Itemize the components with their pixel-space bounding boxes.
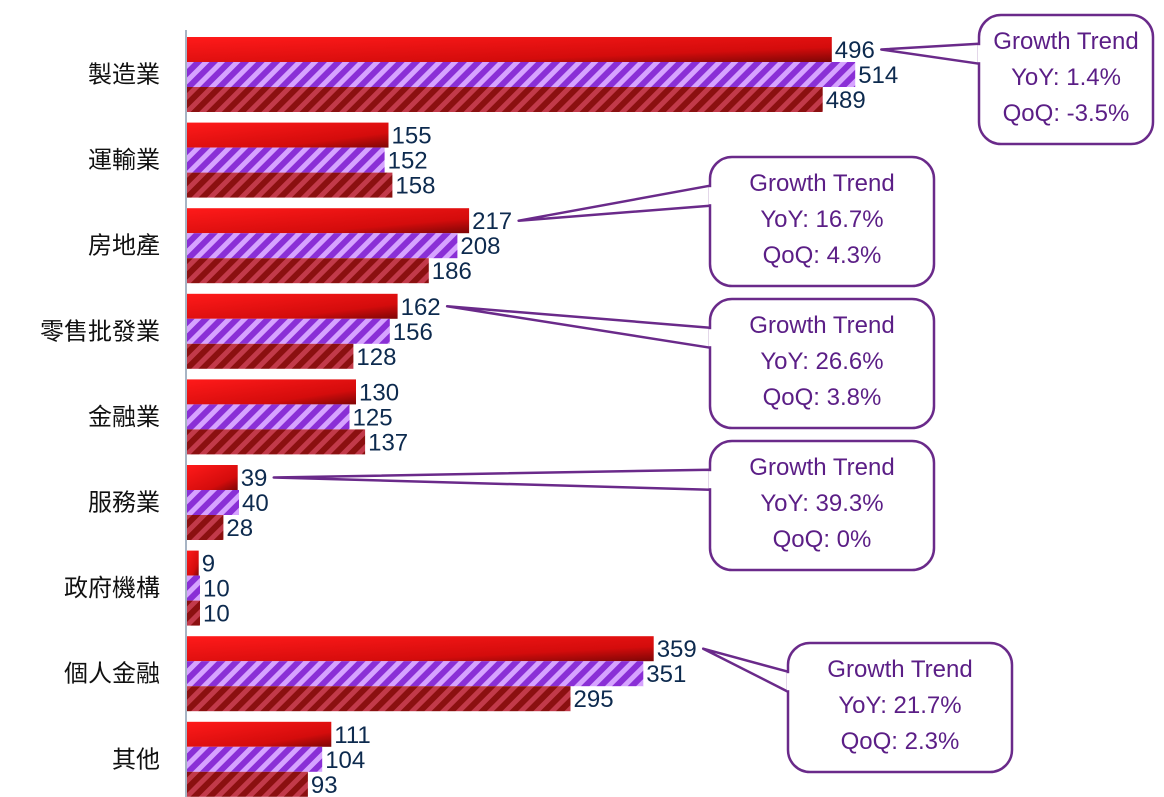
bar-services-series-2 — [187, 490, 239, 515]
callout-qoq-3: QoQ: 3.8% — [763, 384, 882, 411]
value-label-finance-series-3: 137 — [368, 429, 408, 456]
callout-qoq-5: QoQ: 2.3% — [841, 728, 960, 755]
value-label-real-estate-series-1: 217 — [472, 208, 512, 235]
value-label-finance-series-2: 125 — [353, 404, 393, 431]
callouts-layer: Growth Trend YoY: 1.4% QoQ: -3.5% Growth Tr… — [272, 13, 1155, 774]
category-label-government: 政府機構 — [64, 574, 160, 602]
bar-real-estate-series-1 — [187, 208, 470, 234]
value-label-government-series-1: 9 — [202, 551, 215, 578]
category-label-personal-finance: 個人金融 — [64, 660, 160, 688]
bar-personal-finance-series-2 — [187, 661, 644, 687]
bar-services-series-3 — [187, 515, 224, 540]
callout-pointer-2 — [517, 184, 712, 222]
category-label-manufacturing: 製造業 — [88, 61, 160, 89]
bar-other-series-3 — [187, 771, 308, 797]
category-label-services: 服務業 — [88, 489, 160, 517]
bar-transport-series-2 — [187, 147, 385, 173]
bar-retail-wholesale-series-1 — [187, 293, 398, 319]
callout-box-2 — [708, 155, 936, 288]
callout-seam-4 — [708, 471, 713, 489]
value-label-other-series-1: 111 — [334, 722, 370, 749]
callout-seam-3 — [708, 329, 713, 347]
bar-finance-series-2 — [187, 404, 350, 430]
callout-yoy-1: YoY: 1.4% — [1011, 64, 1121, 91]
value-label-personal-finance-series-1: 359 — [657, 636, 697, 663]
bar-manufacturing-series-1 — [187, 37, 832, 62]
value-label-services-series-3: 28 — [226, 515, 253, 542]
callout-yoy-5: YoY: 21.7% — [838, 692, 961, 719]
bar-manufacturing-series-3 — [187, 87, 823, 112]
value-label-retail-wholesale-series-3: 128 — [356, 344, 396, 371]
value-label-retail-wholesale-series-1: 162 — [401, 294, 441, 321]
callout-qoq-1: QoQ: -3.5% — [1003, 100, 1130, 127]
value-label-transport-series-3: 158 — [395, 173, 435, 200]
value-label-manufacturing-series-2: 514 — [858, 62, 898, 89]
callout-pointer-3 — [445, 305, 712, 349]
callout-title-3: Growth Trend — [749, 312, 894, 339]
callout-title-2: Growth Trend — [749, 170, 894, 197]
bar-real-estate-series-3 — [187, 258, 429, 284]
callout-qoq-2: QoQ: 4.3% — [763, 242, 882, 269]
bar-transport-series-1 — [187, 122, 389, 148]
value-label-manufacturing-series-3: 489 — [826, 87, 866, 114]
bar-finance-series-1 — [187, 379, 356, 405]
value-label-transport-series-1: 155 — [392, 123, 432, 150]
bar-retail-wholesale-series-3 — [187, 343, 354, 369]
category-label-retail-wholesale: 零售批發業 — [40, 317, 160, 345]
callout-box-5 — [786, 641, 1014, 774]
callout-yoy-4: YoY: 39.3% — [760, 490, 883, 517]
value-label-retail-wholesale-series-2: 156 — [393, 319, 433, 346]
callout-title-4: Growth Trend — [749, 454, 894, 481]
bar-real-estate-series-2 — [187, 233, 458, 259]
value-label-real-estate-series-3: 186 — [432, 258, 472, 285]
callout-title-5: Growth Trend — [827, 656, 972, 683]
value-label-services-series-1: 39 — [241, 465, 268, 492]
callout-pointer-1 — [880, 42, 981, 65]
callout-pointer-4 — [272, 468, 712, 491]
callout-box-3 — [708, 297, 936, 430]
bar-finance-series-3 — [187, 429, 366, 455]
bar-government-series-2 — [187, 575, 200, 601]
value-label-government-series-2: 10 — [203, 576, 230, 603]
category-label-other: 其他 — [112, 745, 160, 773]
value-label-services-series-2: 40 — [242, 490, 269, 517]
bar-other-series-2 — [187, 746, 323, 772]
callout-box-4 — [708, 439, 936, 572]
value-label-personal-finance-series-3: 295 — [574, 686, 614, 713]
callout-yoy-2: YoY: 16.7% — [760, 206, 883, 233]
category-label-transport: 運輸業 — [88, 146, 160, 174]
bar-manufacturing-series-2 — [187, 62, 856, 87]
bar-transport-series-3 — [187, 172, 393, 198]
bar-government-series-3 — [187, 600, 200, 626]
bar-personal-finance-series-1 — [187, 636, 654, 662]
bar-personal-finance-series-3 — [187, 686, 571, 712]
callout-pointer-5 — [701, 647, 790, 693]
bar-services-series-1 — [187, 465, 238, 490]
bar-other-series-1 — [187, 721, 332, 747]
value-label-real-estate-series-2: 208 — [460, 233, 500, 260]
bar-retail-wholesale-series-2 — [187, 318, 390, 344]
value-label-manufacturing-series-1: 496 — [835, 37, 875, 64]
value-label-transport-series-2: 152 — [388, 148, 428, 175]
category-label-real-estate: 房地產 — [88, 232, 160, 260]
value-label-government-series-3: 10 — [203, 601, 230, 628]
value-label-other-series-2: 104 — [325, 747, 365, 774]
callout-yoy-3: YoY: 26.6% — [760, 348, 883, 375]
callout-title-1: Growth Trend — [993, 28, 1138, 55]
value-label-personal-finance-series-2: 351 — [646, 661, 686, 688]
value-label-finance-series-1: 130 — [359, 379, 399, 406]
callout-seam-1 — [977, 45, 982, 63]
callout-qoq-4: QoQ: 0% — [773, 526, 872, 553]
bar-government-series-1 — [187, 550, 199, 576]
value-label-other-series-3: 93 — [311, 772, 338, 797]
callout-seam-2 — [708, 187, 713, 205]
callout-box-1 — [977, 13, 1155, 146]
category-label-finance: 金融業 — [88, 403, 160, 431]
callout-seam-5 — [786, 673, 791, 691]
